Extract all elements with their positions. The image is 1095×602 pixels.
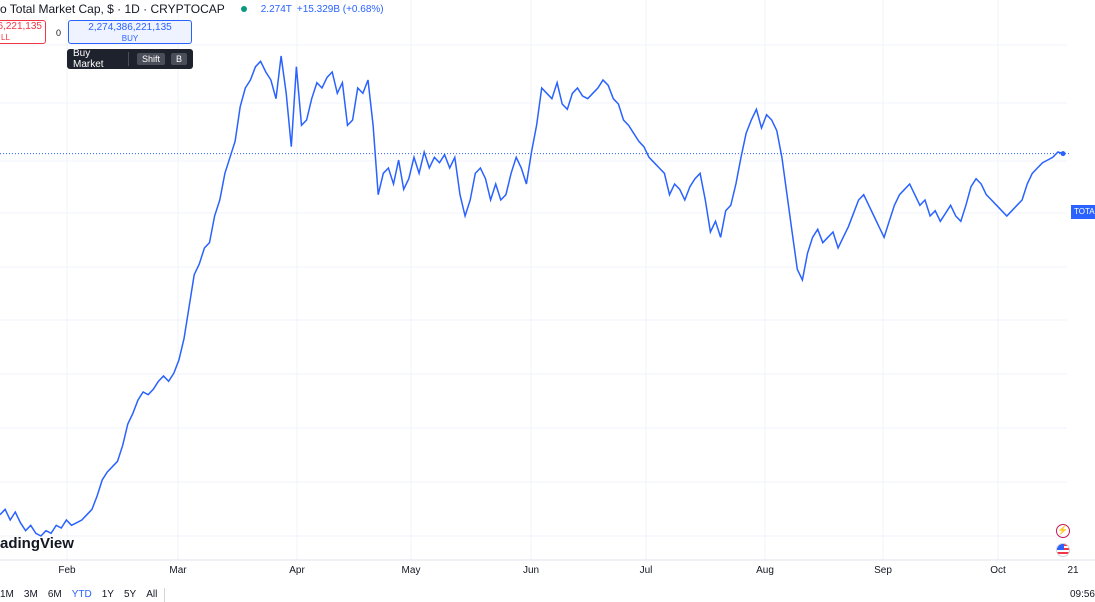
x-tick-label: Oct: [990, 565, 1006, 576]
x-tick-label: Feb: [58, 565, 76, 576]
spread-value: 0: [56, 28, 62, 38]
buy-price: 2,274,386,221,135: [88, 22, 172, 33]
x-tick-label: 21: [1067, 565, 1079, 576]
grid-lines: [0, 0, 1095, 561]
x-tick-label: Sep: [874, 565, 892, 576]
range-button-1y[interactable]: 1Y: [101, 589, 114, 600]
range-button-3m[interactable]: 3M: [23, 589, 38, 600]
clock-label: 09:56: [1069, 589, 1095, 600]
tooltip-divider: [128, 52, 129, 66]
buy-market-tooltip: Buy Market Shift B: [67, 48, 193, 70]
x-tick-label: Aug: [756, 565, 774, 576]
chart-header: o Total Market Cap, $ · 1D · CRYPTOCAP 2…: [0, 0, 384, 18]
buy-label: BUY: [121, 34, 139, 43]
buy-button[interactable]: 2,274,386,221,135 BUY: [68, 20, 192, 44]
x-tick-label: Mar: [169, 565, 187, 576]
range-button-6m[interactable]: 6M: [47, 589, 62, 600]
last-value: 2.274T: [260, 3, 292, 15]
market-status-icon[interactable]: [240, 6, 247, 12]
tooltip-key-b: B: [170, 53, 187, 65]
tradingview-watermark[interactable]: adingView: [0, 535, 74, 552]
change-value: +15.329B (+0.68%): [296, 3, 384, 15]
tooltip-label: Buy Market: [73, 48, 104, 70]
sell-label: LL: [1, 33, 10, 42]
date-range-bar: 1M 3M 6M YTD 1Y 5Y All: [0, 589, 157, 600]
last-price-point: [1060, 151, 1066, 157]
range-button-5y[interactable]: 5Y: [123, 589, 137, 600]
us-flag-icon[interactable]: [1056, 543, 1070, 557]
range-divider: [164, 588, 165, 602]
x-tick-label: Jun: [522, 565, 540, 576]
series-line: [0, 55, 1064, 537]
x-tick-label: May: [401, 565, 421, 576]
range-button-all[interactable]: All: [146, 589, 158, 600]
sell-button[interactable]: 6,221,135 LL: [0, 20, 46, 44]
symbol-title[interactable]: o Total Market Cap, $ · 1D · CRYPTOCAP: [0, 2, 225, 16]
range-button-ytd[interactable]: YTD: [71, 589, 92, 600]
price-scale-tag: TOTA: [1071, 205, 1095, 219]
tooltip-key-shift: Shift: [136, 53, 165, 65]
range-button-1m[interactable]: 1M: [0, 589, 14, 600]
sell-price: 6,221,135: [0, 21, 42, 32]
x-tick-label: Apr: [289, 565, 305, 576]
lightning-icon[interactable]: ⚡: [1056, 524, 1070, 538]
x-tick-label: Jul: [639, 565, 653, 576]
